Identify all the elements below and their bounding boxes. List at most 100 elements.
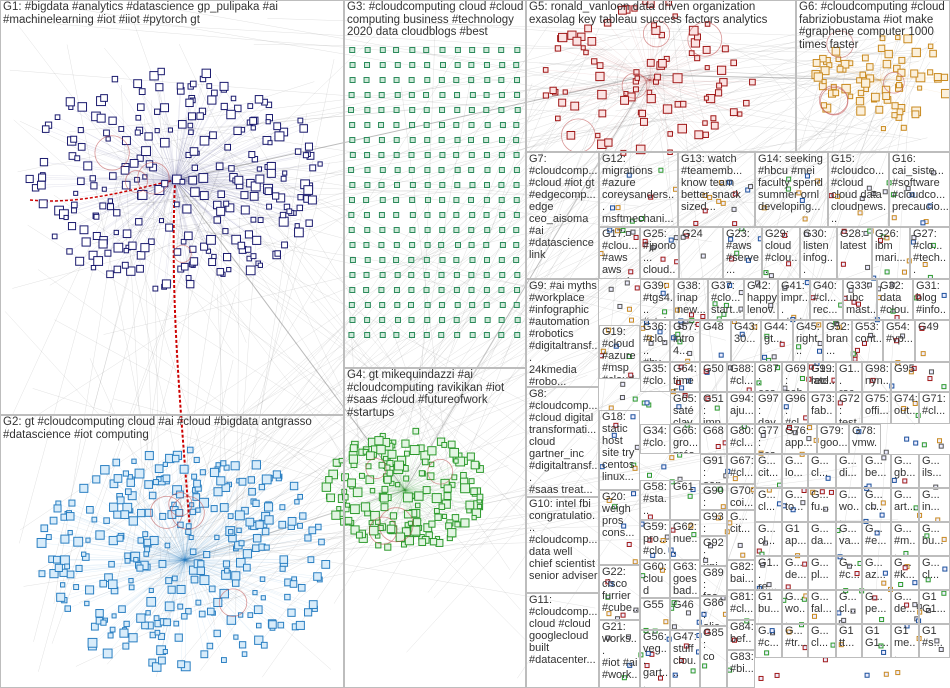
group-label: G5: ronald_vanloon data driven organizat… [529,1,768,26]
node [146,596,157,607]
node [224,143,232,151]
edge [267,18,861,38]
group-label: G... be... [865,455,887,479]
node [181,613,188,620]
node [157,67,165,76]
node [201,68,211,79]
edge [174,126,278,181]
node [434,513,442,521]
edge [23,520,455,587]
group-label: G2: gt #cloudcomputing cloud #ai #cloud … [3,416,312,441]
edge [187,119,676,542]
edge [184,523,264,561]
edge [444,484,726,547]
group-g68: G68 [700,424,727,454]
edge [180,121,473,307]
group-small-11: G... cl... [862,488,891,522]
edge [158,136,866,519]
node [309,164,317,172]
edge [174,153,309,181]
node [234,510,245,521]
edge [128,180,615,204]
edge [29,178,176,181]
group-g34: G34: #clo... clou... [640,424,670,454]
group-label: G47: stuff clou... [673,631,697,679]
edge [174,140,267,181]
node [103,129,110,137]
node [208,258,217,266]
group-label: G... pe... [865,591,887,615]
node [252,499,260,508]
node [206,234,216,245]
edge [649,79,668,110]
node [128,516,138,526]
edge [164,351,384,504]
node [129,159,139,168]
node [71,207,77,214]
group-label: G1 tt... [839,625,855,649]
edge [174,98,192,181]
edge [101,118,176,181]
node [249,117,258,125]
edge [601,79,651,95]
node [200,242,209,251]
group-label: G25: #jpono... cloud... [643,228,677,278]
group-small-6: G... ils... [919,454,950,488]
edge [879,79,946,94]
group-label: G65: saté clav... [673,393,698,424]
node [185,98,194,108]
node [864,672,870,678]
node [427,446,437,456]
edge [92,559,186,647]
edge [174,125,191,181]
node [113,474,123,483]
edge [875,96,910,591]
group-label: G60: cloud sma... [643,561,667,597]
edge [879,38,908,81]
node [79,483,89,493]
group-label: G43: 30... [734,321,758,345]
node [155,83,164,92]
node [136,564,144,572]
group-label: G... art... [894,489,917,513]
node [937,438,943,444]
edge [235,59,335,529]
node [265,119,271,125]
node-halo [94,135,130,171]
group-g4: G4: gt mikequindazzi #ai #cloudcomputing… [344,368,526,688]
group-g24: G24 [679,227,723,279]
edge [181,227,703,316]
edge [649,79,740,115]
edge [409,50,833,131]
edge [174,151,299,181]
group-label: G... da... [811,523,833,547]
edge [198,178,740,552]
edge [174,147,228,181]
node [196,566,205,575]
edge [222,573,332,670]
group-label: G... cit... [730,511,751,535]
node [157,632,165,640]
node [428,461,435,468]
node [122,229,132,239]
edge [147,549,186,561]
edge [597,79,651,136]
node [167,585,176,594]
node [249,191,259,201]
edge [86,559,186,604]
edge [174,106,225,181]
edge [125,473,186,561]
edge [649,79,724,83]
group-label: G56: veg... gart... [643,631,669,688]
group-g36: G36: #clo... #hy... [640,320,670,362]
edge [138,117,176,181]
edge [184,537,233,561]
edge [615,70,869,112]
edge [879,79,916,115]
node [308,600,318,609]
node [93,213,100,220]
edge [158,479,186,561]
edge [184,449,191,561]
edge [78,479,416,603]
edge [683,39,865,77]
